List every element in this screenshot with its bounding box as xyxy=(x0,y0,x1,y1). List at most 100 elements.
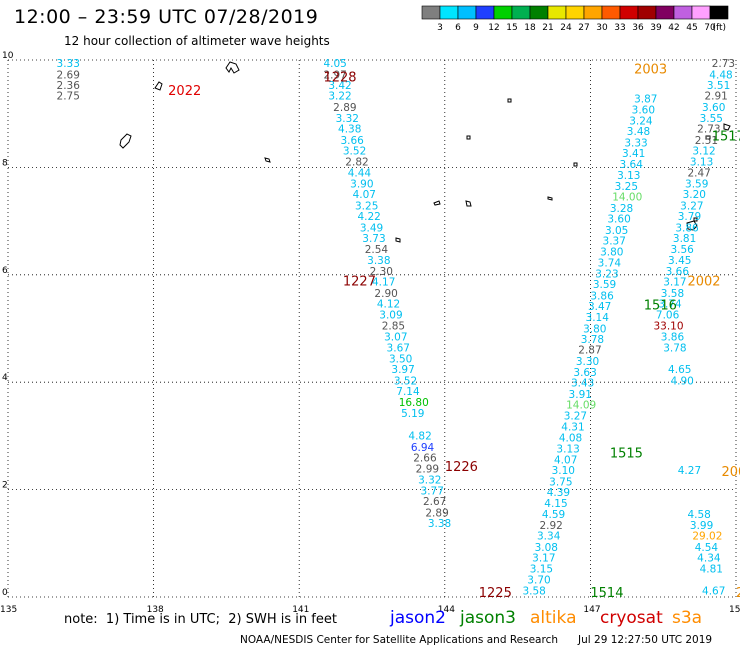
swh-reading: 3.43 xyxy=(571,377,594,389)
swh-reading: 2.73 xyxy=(697,123,720,135)
island-outline xyxy=(723,123,731,131)
swh-reading: 3.60 xyxy=(702,102,725,114)
swh-reading: 3.60 xyxy=(607,214,630,226)
swh-reading: 4.58 xyxy=(687,509,710,521)
legend-cryosat: cryosat xyxy=(600,608,663,628)
swh-reading: 4.07 xyxy=(554,454,577,466)
lat-tick-label: 6 xyxy=(2,266,8,276)
colorbar-swatch xyxy=(565,5,585,20)
axis-ticks: 135 138 141 144 147 150 0 2 4 6 8 10 xyxy=(0,51,740,615)
swh-reading: 4.27 xyxy=(678,465,701,477)
map-title: 12:00 – 23:59 UTC 07/28/2019 xyxy=(14,6,319,28)
island-outline xyxy=(466,135,471,140)
colorbar-label: 70 xyxy=(704,23,716,33)
swh-reading: 3.38 xyxy=(428,518,451,530)
colorbar-swatch xyxy=(421,5,441,20)
swh-reading: 4.90 xyxy=(670,375,693,387)
swh-reading: 3.27 xyxy=(564,410,587,422)
swh-reading: 4.34 xyxy=(697,553,721,565)
colorbar-swatch xyxy=(637,5,657,20)
colorbar-label: 42 xyxy=(668,23,679,33)
swh-reading: 3.64 xyxy=(620,159,644,171)
swh-reading: 2.87 xyxy=(578,345,601,357)
swh-reading: 3.32 xyxy=(418,475,441,487)
pass-id-label: 2001 xyxy=(721,465,740,480)
swh-reading: 3.50 xyxy=(389,353,412,365)
swh-reading: 3.33 xyxy=(624,137,647,149)
colorbar-label: 27 xyxy=(578,23,589,33)
legend-note: note: 1) Time is in UTC; 2) SWH is in fe… xyxy=(64,612,337,627)
swh-reading: 3.79 xyxy=(678,211,701,223)
island-outline xyxy=(433,200,441,206)
swh-reading: 4.54 xyxy=(695,542,719,554)
swh-reading: 3.13 xyxy=(690,156,713,168)
lon-tick-label: 135 xyxy=(0,605,17,615)
swh-reading: 3.60 xyxy=(632,105,655,117)
colorbar-label: 36 xyxy=(632,23,644,33)
colorbar-swatch xyxy=(583,5,603,20)
swh-reading: 2.89 xyxy=(425,507,448,519)
colorbar-label: 45 xyxy=(686,23,697,33)
swh-reading: 3.87 xyxy=(634,93,657,105)
colorbar-label: 33 xyxy=(614,23,625,33)
lon-tick-label: 147 xyxy=(583,605,600,615)
legend-altika: altika xyxy=(530,608,577,628)
swh-reading: 3.34 xyxy=(537,531,561,543)
swh-reading: 4.07 xyxy=(353,189,376,201)
lon-tick-label: 144 xyxy=(438,605,455,615)
swh-reading: 3.56 xyxy=(670,244,694,256)
swh-reading: 3.45 xyxy=(668,255,691,267)
swh-reading: 3.78 xyxy=(581,334,604,346)
map-grid xyxy=(7,59,737,598)
swh-reading: 2.82 xyxy=(345,156,368,168)
pass-id-label: 1515 xyxy=(610,446,643,461)
swh-reading: 4.15 xyxy=(544,498,567,510)
island-outline xyxy=(547,196,553,201)
island-outline xyxy=(465,200,472,207)
island-outline xyxy=(507,98,512,103)
pass-id-label: 1226 xyxy=(445,460,478,475)
swh-reading: 3.05 xyxy=(605,225,628,237)
island-outline xyxy=(705,135,711,140)
colorbar-legend: 3 6 9 12 15 18 21 24 27 30 33 36 39 42 45 70(ft) xyxy=(421,5,729,33)
colorbar-swatch xyxy=(547,5,567,20)
swh-reading: 3.70 xyxy=(527,575,550,587)
swh-reading: 2.91 xyxy=(704,91,727,103)
swh-reading: 3.73 xyxy=(362,233,385,245)
swh-reading: 33.10 xyxy=(653,321,683,333)
swh-reading: 3.07 xyxy=(384,331,407,343)
island-outline xyxy=(154,81,163,91)
swh-reading: 4.82 xyxy=(408,431,431,443)
colorbar-swatch xyxy=(475,5,495,20)
swh-reading: 2.73 xyxy=(712,58,735,70)
colorbar-swatch xyxy=(529,5,549,20)
pass-id-label: 1514 xyxy=(590,586,623,601)
swh-reading: 3.86 xyxy=(590,291,614,303)
lon-tick-label: 138 xyxy=(147,605,164,615)
swh-reading: 4.17 xyxy=(372,277,395,289)
colorbar-swatch xyxy=(673,5,693,20)
swh-reading: 3.81 xyxy=(673,233,696,245)
swh-reading: 4.67 xyxy=(702,585,725,597)
swh-reading: 4.05 xyxy=(323,58,346,70)
pass-id-label: 20 xyxy=(736,586,740,601)
pass-id-label: 1516 xyxy=(644,299,677,314)
altimeter-readings: 3.332.692.362.754.052.973.423.222.893.32… xyxy=(57,58,736,597)
swh-reading: 3.17 xyxy=(663,277,686,289)
colorbar-swatch xyxy=(619,5,639,20)
swh-reading: 7.06 xyxy=(656,309,680,321)
swh-reading: 3.66 xyxy=(340,135,364,147)
swh-reading: 2.75 xyxy=(57,91,80,103)
colorbar-label: 21 xyxy=(542,23,553,33)
colorbar-label: 39 xyxy=(650,23,662,33)
swh-reading: 3.24 xyxy=(629,115,653,127)
footer-credit: NOAA/NESDIS Center for Satellite Applica… xyxy=(240,634,713,646)
lat-tick-label: 0 xyxy=(2,588,8,598)
swh-reading: 3.90 xyxy=(350,178,373,190)
colorbar-swatch xyxy=(457,5,477,20)
swh-reading: 3.42 xyxy=(328,80,351,92)
swh-reading: 3.67 xyxy=(387,343,410,355)
swh-reading: 3.77 xyxy=(421,485,444,497)
swh-reading: 2.67 xyxy=(423,496,446,508)
